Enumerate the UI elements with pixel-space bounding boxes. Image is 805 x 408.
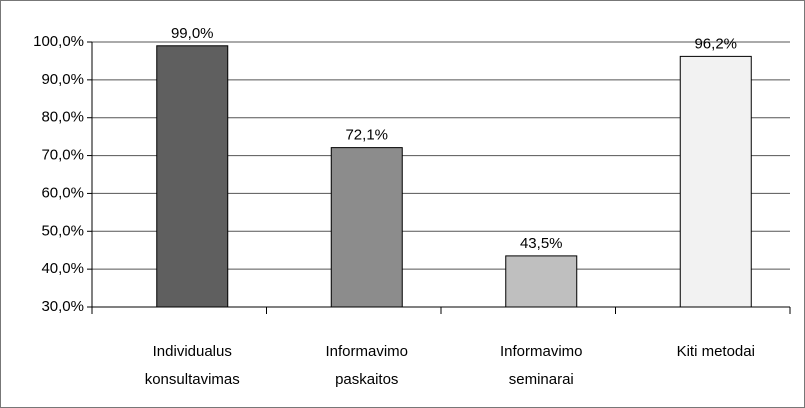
bar bbox=[505, 255, 578, 308]
y-tick-label: 40,0% bbox=[41, 260, 84, 277]
value-label: 43,5% bbox=[520, 235, 563, 252]
bar bbox=[156, 45, 229, 308]
x-tick-label: Kiti metodai bbox=[676, 343, 755, 360]
y-tick-label: 90,0% bbox=[41, 71, 84, 88]
y-tick-label: 70,0% bbox=[41, 147, 84, 164]
bar bbox=[330, 147, 403, 308]
x-tick-label: Informavimo seminarai bbox=[499, 343, 583, 388]
y-tick-label: 50,0% bbox=[41, 222, 84, 239]
value-label: 96,2% bbox=[694, 35, 737, 52]
y-tick-label: 30,0% bbox=[41, 298, 84, 315]
y-tick-label: 80,0% bbox=[41, 109, 84, 126]
y-tick-label: 60,0% bbox=[41, 184, 84, 201]
y-tick-label: 100,0% bbox=[33, 33, 84, 50]
value-label: 99,0% bbox=[171, 25, 214, 42]
bar bbox=[679, 55, 752, 308]
x-tick-label: Informavimo paskaitos bbox=[325, 343, 409, 388]
x-tick-label: Individualus konsultavimas bbox=[144, 343, 240, 388]
value-label: 72,1% bbox=[345, 127, 388, 144]
